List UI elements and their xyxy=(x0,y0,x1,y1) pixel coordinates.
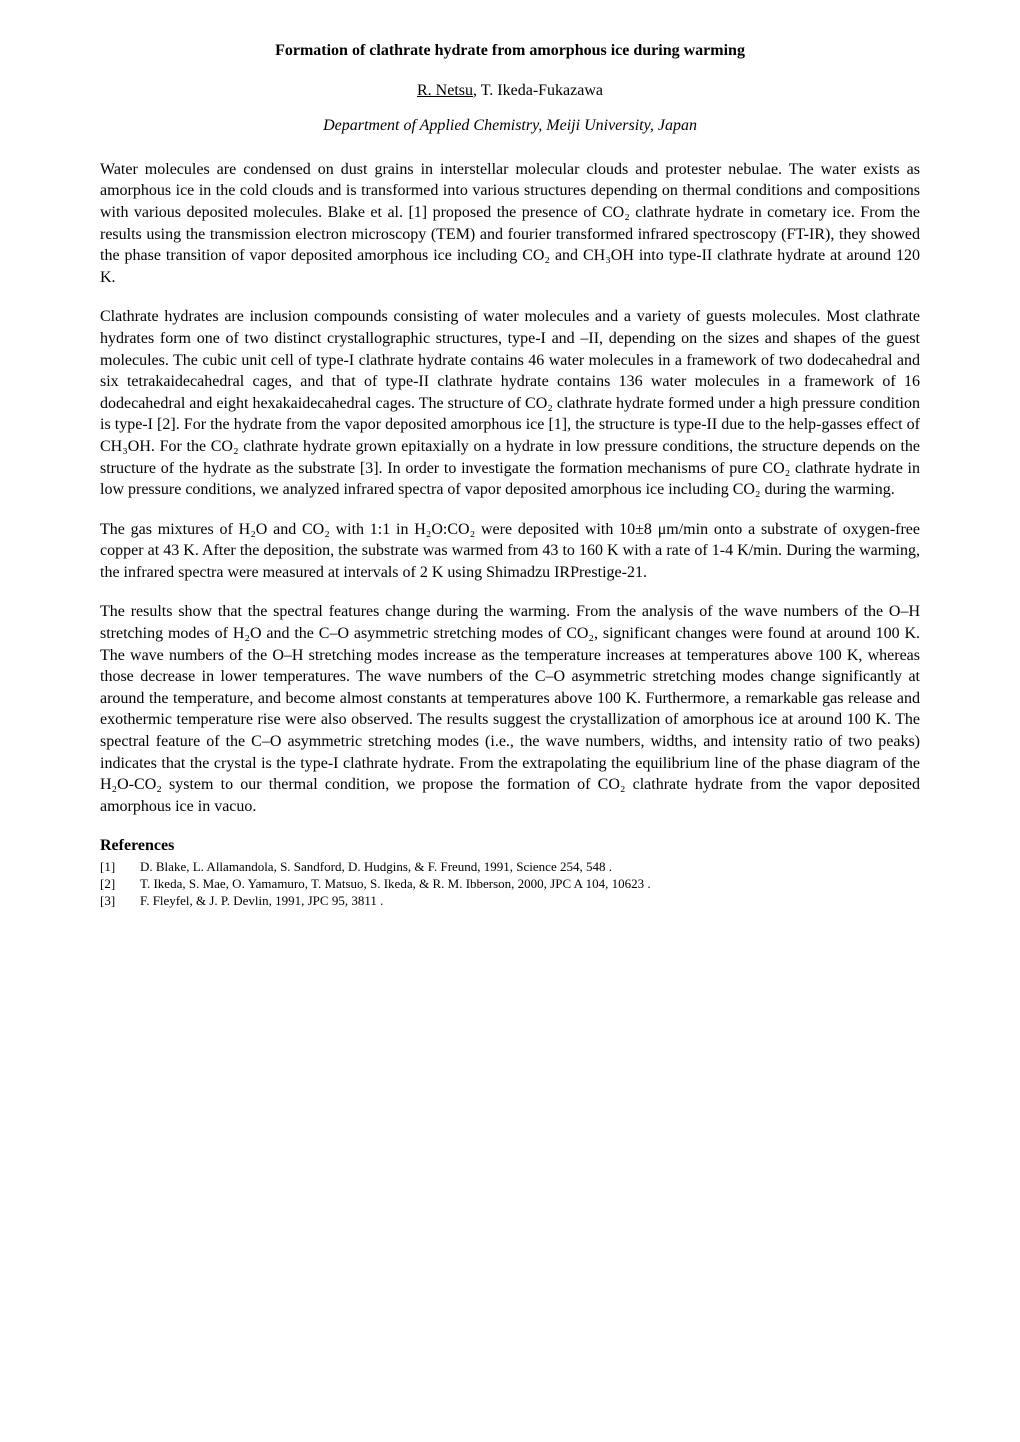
reference-item: [3] F. Fleyfel, & J. P. Devlin, 1991, JP… xyxy=(100,893,920,910)
paper-title: Formation of clathrate hydrate from amor… xyxy=(100,40,920,62)
reference-number: [3] xyxy=(100,893,140,910)
reference-number: [1] xyxy=(100,859,140,876)
abstract-paragraph-4: The results show that the spectral featu… xyxy=(100,601,920,817)
reference-item: [1] D. Blake, L. Allamandola, S. Sandfor… xyxy=(100,859,920,876)
references-heading: References xyxy=(100,835,920,857)
presenting-author: R. Netsu xyxy=(417,82,473,99)
reference-text: D. Blake, L. Allamandola, S. Sandford, D… xyxy=(140,859,612,876)
reference-text: F. Fleyfel, & J. P. Devlin, 1991, JPC 95… xyxy=(140,893,383,910)
abstract-paragraph-2: Clathrate hydrates are inclusion compoun… xyxy=(100,306,920,500)
co-authors: , T. Ikeda-Fukazawa xyxy=(473,82,603,99)
reference-number: [2] xyxy=(100,876,140,893)
abstract-paragraph-3: The gas mixtures of H₂O and CO₂ with 1:1… xyxy=(100,519,920,584)
abstract-paragraph-1: Water molecules are condensed on dust gr… xyxy=(100,159,920,289)
reference-item: [2] T. Ikeda, S. Mae, O. Yamamuro, T. Ma… xyxy=(100,876,920,893)
authors-line: R. Netsu, T. Ikeda-Fukazawa xyxy=(100,80,920,102)
reference-text: T. Ikeda, S. Mae, O. Yamamuro, T. Matsuo… xyxy=(140,876,651,893)
affiliation: Department of Applied Chemistry, Meiji U… xyxy=(100,115,920,137)
